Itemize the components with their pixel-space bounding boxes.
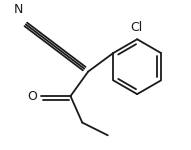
Text: N: N xyxy=(14,3,23,16)
Text: O: O xyxy=(27,90,37,103)
Text: Cl: Cl xyxy=(130,21,142,34)
